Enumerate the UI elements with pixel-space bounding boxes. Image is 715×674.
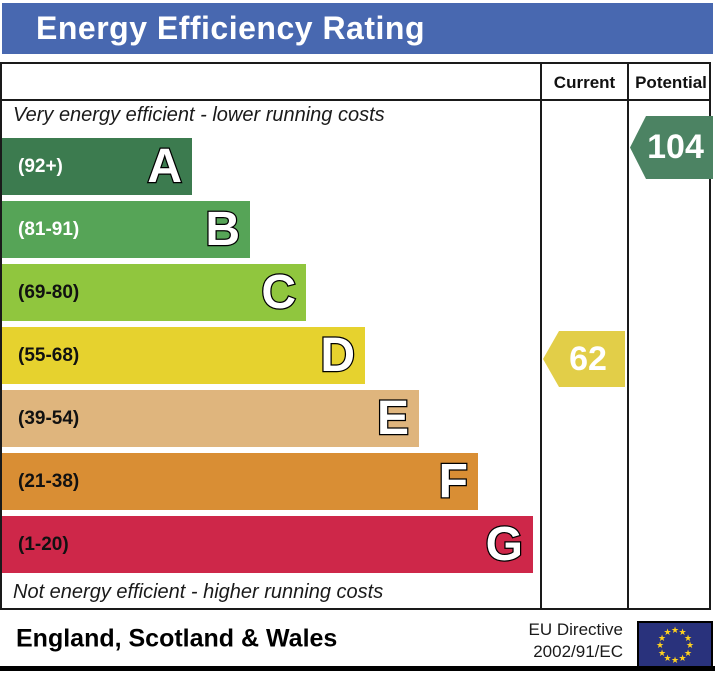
page-title: Energy Efficiency Rating bbox=[36, 10, 425, 46]
eu-directive-line1: EU Directive bbox=[528, 620, 623, 639]
potential-column-header: Potential bbox=[635, 73, 707, 92]
footer-region-label: England, Scotland & Wales bbox=[16, 624, 338, 653]
eu-directive-label: EU Directive 2002/91/EC bbox=[529, 619, 623, 663]
current-rating-arrow: 62 bbox=[543, 331, 625, 387]
band-c-letter: C bbox=[260, 265, 297, 319]
band-g: (1-20) G bbox=[2, 516, 533, 573]
potential-column-divider bbox=[627, 62, 629, 610]
band-d-range: (55-68) bbox=[18, 344, 80, 366]
eu-directive-line2: 2002/91/EC bbox=[533, 642, 623, 661]
band-a: (92+) A bbox=[2, 138, 192, 195]
potential-rating-value: 104 bbox=[647, 128, 704, 166]
current-column-header: Current bbox=[553, 73, 616, 92]
band-c-range: (69-80) bbox=[18, 281, 80, 303]
band-a-range: (92+) bbox=[18, 155, 63, 177]
current-column-divider bbox=[540, 62, 542, 610]
band-b: (81-91) B bbox=[2, 201, 250, 258]
band-f-letter: F bbox=[437, 454, 469, 508]
table-header-border bbox=[0, 99, 711, 101]
bottom-border-bar bbox=[0, 666, 715, 671]
band-c: (69-80) C bbox=[2, 264, 306, 321]
band-f: (21-38) F bbox=[2, 453, 478, 510]
band-e-letter: E bbox=[376, 391, 411, 445]
band-g-letter: G bbox=[484, 517, 524, 571]
header-banner: Energy Efficiency Rating bbox=[2, 3, 713, 54]
band-g-range: (1-20) bbox=[18, 533, 69, 555]
band-e: (39-54) E bbox=[2, 390, 419, 447]
band-a-letter: A bbox=[146, 139, 183, 193]
eu-flag-icon bbox=[637, 621, 713, 669]
band-b-range: (81-91) bbox=[18, 218, 80, 240]
band-f-range: (21-38) bbox=[18, 470, 80, 492]
band-d: (55-68) D bbox=[2, 327, 365, 384]
bottom-note: Not energy efficient - higher running co… bbox=[13, 581, 384, 603]
potential-rating-arrow: 104 bbox=[630, 116, 713, 179]
band-b-letter: B bbox=[204, 202, 241, 256]
top-note: Very energy efficient - lower running co… bbox=[13, 104, 385, 126]
current-rating-value: 62 bbox=[569, 339, 607, 378]
band-e-range: (39-54) bbox=[18, 407, 80, 429]
band-d-letter: D bbox=[319, 328, 356, 382]
footer: England, Scotland & Wales EU Directive 2… bbox=[0, 612, 715, 669]
